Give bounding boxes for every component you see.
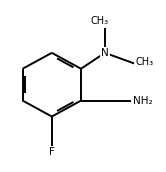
Text: CH₃: CH₃ [90, 16, 109, 26]
Text: F: F [49, 147, 55, 157]
Text: NH₂: NH₂ [133, 96, 152, 106]
Text: N: N [101, 48, 109, 58]
Text: CH₃: CH₃ [135, 57, 154, 67]
